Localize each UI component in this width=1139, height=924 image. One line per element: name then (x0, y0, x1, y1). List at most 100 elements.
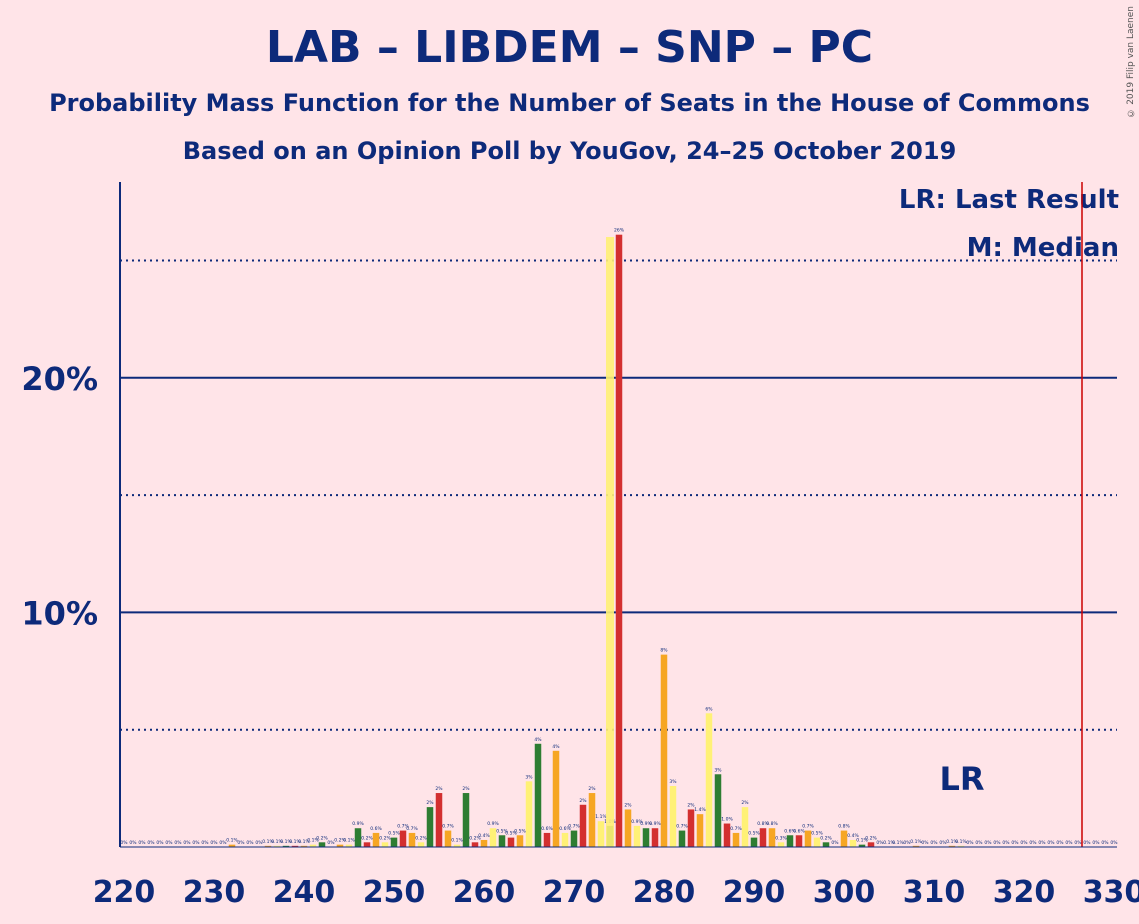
bar-value-label: 0.1% (226, 838, 238, 844)
bar-seats-259 (471, 842, 479, 847)
bar-value-label: 3% (669, 779, 677, 785)
bar-seats-236 (264, 845, 272, 847)
bar-value-label: 0% (129, 840, 137, 846)
bar-value-label: 0% (327, 840, 335, 846)
bar-value-label: 26% (614, 228, 625, 234)
bar-value-label: 0% (156, 840, 164, 846)
chart-subtitle: Probability Mass Function for the Number… (49, 89, 1090, 117)
bar-seats-242 (318, 842, 326, 847)
bar-seats-244 (336, 844, 344, 847)
bar-seats-253 (417, 842, 425, 847)
bar-value-label: 0.4% (478, 833, 490, 839)
bar-value-label: 0% (1011, 840, 1019, 846)
bar-value-label: 0.8% (757, 821, 769, 827)
bar-value-label: 0.9% (640, 821, 652, 827)
bar-value-label: 0% (120, 840, 128, 846)
bar-value-label: 0% (201, 840, 209, 846)
bar-value-label: 0.1% (280, 839, 292, 845)
bar-seats-289 (741, 807, 749, 847)
bar-value-label: 2% (687, 802, 695, 808)
bar-value-label: 0.2% (379, 835, 391, 841)
bar-seats-287 (723, 823, 731, 847)
bar-seats-262 (498, 835, 506, 847)
bar-value-label: 2% (741, 800, 749, 806)
bar-value-label: 0% (975, 840, 983, 846)
bar-value-label: 0.8% (766, 821, 778, 827)
bar-seats-269 (561, 832, 569, 847)
bar-value-label: 0.6% (559, 826, 571, 832)
bar-seats-277 (633, 825, 641, 847)
x-tick-label: 300 (813, 875, 876, 910)
bar-value-label: 8% (660, 648, 668, 654)
bar-seats-239 (291, 845, 299, 847)
bar-seats-258 (462, 793, 470, 847)
bar-value-label: 0.7% (802, 824, 814, 830)
bar-value-label: 4% (534, 737, 542, 743)
y-tick-label: 20% (21, 360, 98, 398)
bar-seats-285 (705, 713, 713, 847)
bar-value-label: 0% (1038, 840, 1046, 846)
bar-value-label: 0.1% (307, 838, 319, 844)
bar-seats-288 (732, 832, 740, 847)
bar-seats-263 (507, 837, 515, 847)
bar-seats-251 (399, 830, 407, 847)
bar-seats-248 (372, 832, 380, 847)
bar-seats-246 (354, 828, 362, 847)
bar-seats-281 (669, 786, 677, 847)
y-tick-label: 10% (21, 594, 98, 632)
bar-value-label: 0.4% (847, 833, 859, 839)
bar-value-label: 0% (246, 840, 254, 846)
bar-seats-268 (552, 750, 560, 847)
bar-seats-302 (858, 844, 866, 847)
bar-seats-290 (750, 837, 758, 847)
bar-value-label: 0.7% (397, 824, 409, 830)
bar-value-label: 0.9% (631, 819, 643, 825)
bar-value-label: 0.2% (361, 835, 373, 841)
bar-value-label: 0.1% (343, 838, 355, 844)
x-tick-label: 330 (1083, 875, 1139, 910)
x-tick-label: 250 (363, 875, 426, 910)
bar-seats-270 (570, 830, 578, 847)
x-tick-label: 220 (93, 875, 156, 910)
bar-seats-283 (687, 809, 695, 847)
bar-value-label: 0.5% (514, 828, 526, 834)
bar-seats-295 (795, 835, 803, 847)
bar-value-label: 0.2% (316, 835, 328, 841)
bar-seats-260 (480, 839, 488, 847)
bar-seats-241 (309, 844, 317, 847)
bar-seats-313 (957, 845, 965, 847)
bar-value-label: 0.1% (262, 839, 274, 845)
bar-value-label: 0% (876, 840, 884, 846)
bar-seats-261 (489, 828, 497, 847)
bar-value-label: 3% (525, 774, 533, 780)
bar-seats-257 (453, 844, 461, 847)
bar-value-label: 0% (165, 840, 173, 846)
bar-seats-278 (642, 828, 650, 847)
bar-value-label: 0% (183, 840, 191, 846)
x-tick-label: 320 (993, 875, 1056, 910)
bar-seats-232 (228, 844, 236, 847)
bar-value-label: 0.5% (505, 831, 517, 837)
bar-seats-292 (768, 828, 776, 847)
bar-seats-273 (597, 821, 605, 847)
bar-value-label: 0.1% (451, 838, 463, 844)
bar-value-label: 0.1% (910, 839, 922, 845)
bar-value-label: 0% (138, 840, 146, 846)
bar-seats-238 (282, 845, 290, 847)
bar-value-label: 0.1% (883, 840, 895, 846)
bar-seats-298 (822, 842, 830, 847)
bar-value-label: 0.1% (856, 838, 868, 844)
bar-value-label: 0% (831, 840, 839, 846)
bar-value-label: 0% (930, 840, 938, 846)
bar-seats-252 (408, 832, 416, 847)
bar-value-label: 0.5% (748, 831, 760, 837)
bar-seats-266 (534, 743, 542, 847)
bar-value-label: 0% (1110, 840, 1118, 846)
bar-seats-264 (516, 835, 524, 847)
bar-value-label: 1.1% (595, 814, 607, 820)
bar-value-label: 0.2% (415, 835, 427, 841)
bar-seats-255 (435, 793, 443, 847)
bar-seats-297 (813, 837, 821, 847)
bar-value-label: 0.5% (496, 828, 508, 834)
bar-value-label: 6% (705, 706, 713, 712)
